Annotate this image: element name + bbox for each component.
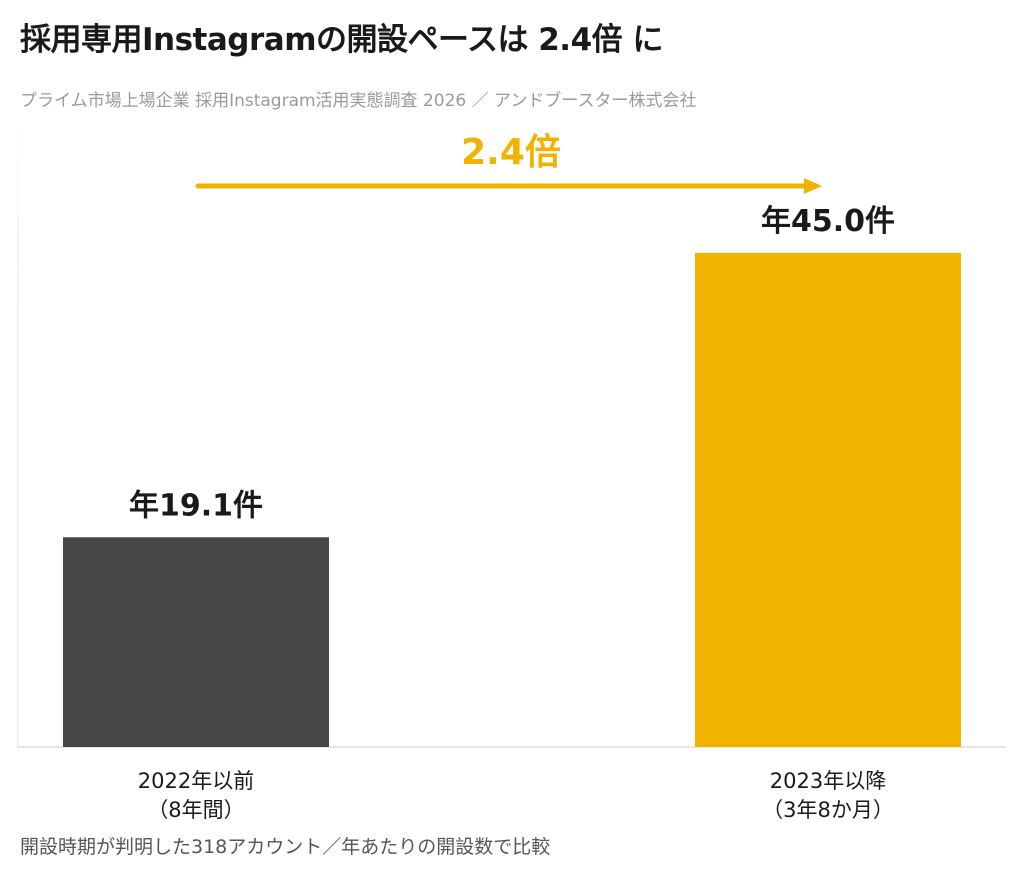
bar-before-2022 [63,537,329,747]
page-subtitle: プライム市場上場企業 採用Instagram活用実態調査 2026 ／ アンドブ… [20,91,697,111]
category-sublabel: （3年8か月） [762,798,894,822]
page-title: 採用専用Instagramの開設ペースは 2.4倍 に [20,22,663,58]
category-sublabel: （8年間） [147,798,244,822]
arrow-right-icon [804,178,822,194]
bar-after-2023 [695,252,961,747]
category-label: 2023年以降 [770,769,886,793]
chart-footnote: 開設時期が判明した318アカウント／年あたりの開設数で比較 [20,836,551,858]
value-label: 年19.1件 [129,488,263,523]
growth-multiplier-label: 2.4倍 [461,132,561,173]
growth-annotation: 2.4倍 [195,132,822,194]
value-label: 年45.0件 [761,204,895,239]
category-label: 2022年以前 [138,769,254,793]
